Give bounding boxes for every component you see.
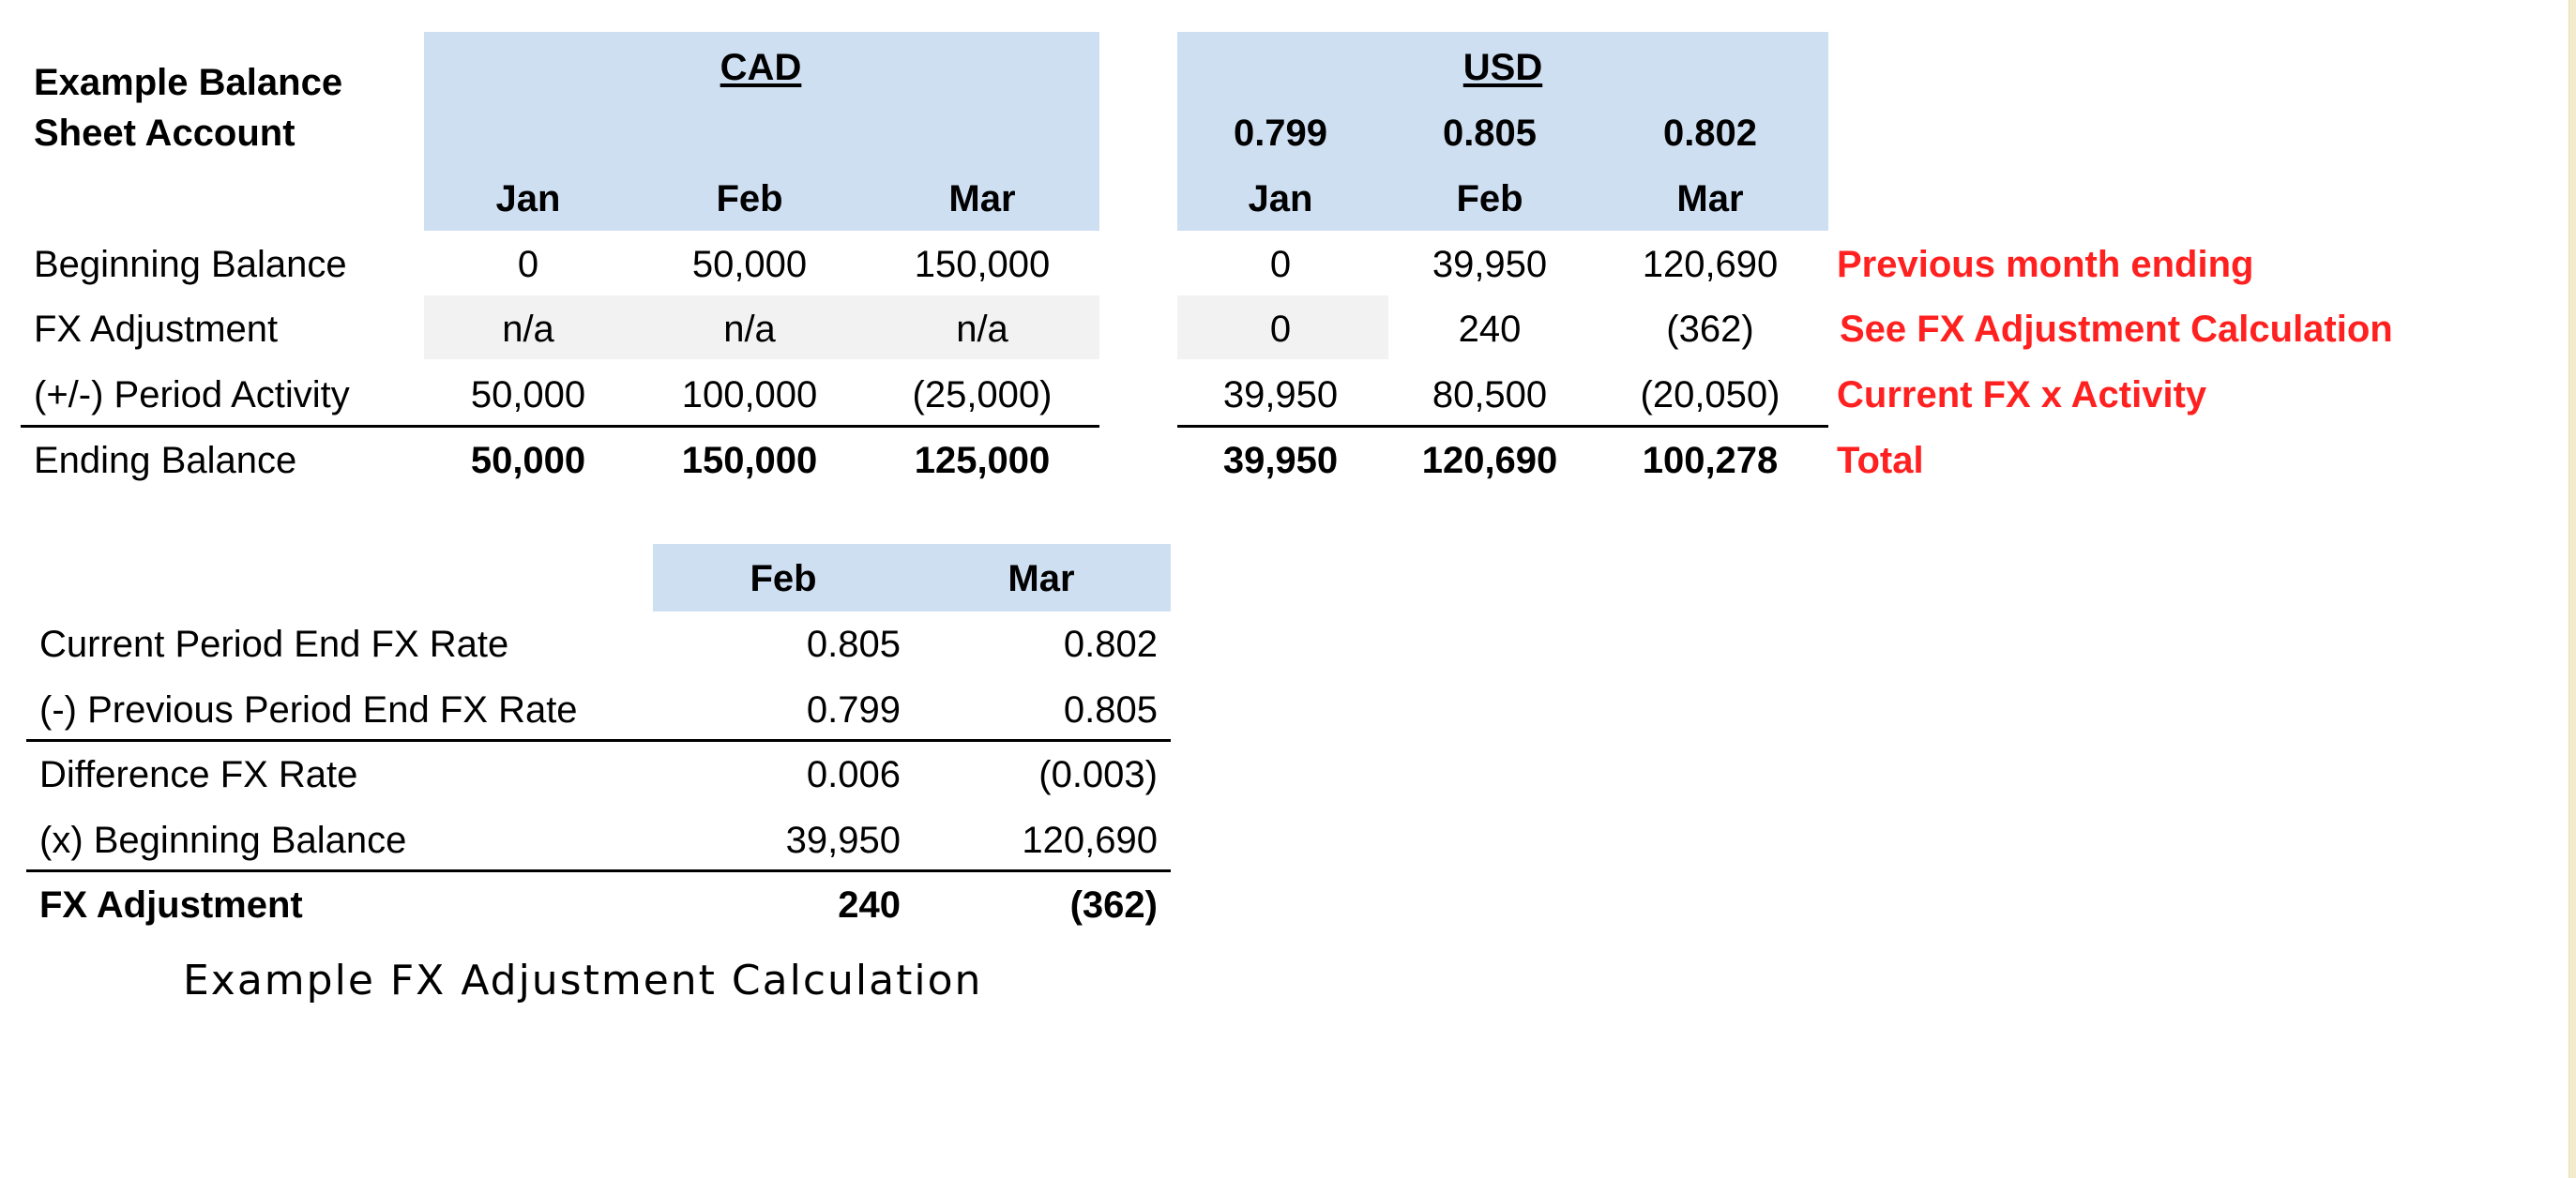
cad-month-jan: Jan (495, 178, 561, 219)
usd-rate-mar: 0.802 (1662, 113, 1758, 154)
row-label-period-activity: (+/-) Period Activity (34, 374, 350, 415)
usd-month-jan: Jan (1248, 178, 1313, 219)
fx-calc-fx-adjustment-mar: (362) (1069, 884, 1158, 926)
fx-calc-previous-rate-mar: 0.805 (1063, 689, 1158, 731)
note-current-fx-x-activity: Current FX x Activity (1837, 374, 2207, 415)
fx-calc-header-background (653, 544, 1171, 612)
cad-beginning-jan: 0 (517, 244, 539, 285)
usd-fx-jan: 0 (1269, 309, 1292, 350)
usd-ending-jan: 39,950 (1222, 440, 1339, 481)
usd-activity-jan: 39,950 (1222, 374, 1339, 415)
cad-fx-feb: n/a (723, 309, 776, 350)
fx-calc-previous-rate-feb: 0.799 (806, 689, 901, 731)
usd-header-background (1177, 32, 1828, 231)
usd-ending-mar: 100,278 (1642, 440, 1779, 481)
cad-month-feb: Feb (716, 178, 783, 219)
note-previous-month-ending: Previous month ending (1837, 244, 2254, 285)
row-label-beginning-balance: Beginning Balance (34, 244, 347, 285)
fx-calc-current-rate-feb: 0.805 (806, 624, 901, 665)
fx-calc-difference-feb: 0.006 (806, 754, 901, 795)
row-label-ending-balance: Ending Balance (34, 440, 297, 481)
usd-fx-mar: (362) (1666, 309, 1754, 350)
fx-calc-month-feb: Feb (750, 558, 817, 599)
row-label-fx-adjustment: FX Adjustment (34, 309, 279, 350)
table-title-line1: Example Balance (34, 62, 343, 103)
cad-beginning-mar: 150,000 (914, 244, 1051, 285)
page-edge-strip (2568, 0, 2576, 1178)
fx-calc-total-separator (26, 869, 1171, 872)
cad-ending-jan: 50,000 (470, 440, 586, 481)
cad-header-background (424, 32, 1099, 231)
fx-calc-beginning-balance-mar: 120,690 (1022, 820, 1158, 861)
usd-total-separator (1177, 425, 1828, 428)
usd-currency-header: USD (1462, 47, 1543, 88)
cad-month-mar: Mar (948, 178, 1016, 219)
cad-fx-mar: n/a (956, 309, 1008, 350)
usd-beginning-mar: 120,690 (1642, 244, 1779, 285)
cad-ending-feb: 150,000 (681, 440, 818, 481)
cad-beginning-feb: 50,000 (691, 244, 808, 285)
fx-calc-beginning-balance-feb: 39,950 (785, 820, 901, 861)
fx-adjustment-usd-shading (1177, 295, 1388, 359)
cad-fx-jan: n/a (502, 309, 554, 350)
cad-activity-feb: 100,000 (681, 374, 818, 415)
cad-activity-jan: 50,000 (470, 374, 586, 415)
usd-month-mar: Mar (1676, 178, 1744, 219)
usd-rate-feb: 0.805 (1442, 113, 1538, 154)
usd-beginning-jan: 0 (1269, 244, 1292, 285)
fx-calc-label-current-rate: Current Period End FX Rate (39, 624, 509, 665)
figure-caption: Example FX Adjustment Calculation (183, 957, 983, 1004)
fx-calc-difference-mar: (0.003) (1038, 754, 1158, 795)
usd-ending-feb: 120,690 (1421, 440, 1558, 481)
usd-rate-jan: 0.799 (1233, 113, 1328, 154)
cad-currency-header: CAD (720, 47, 802, 88)
fx-calc-label-previous-rate: (-) Previous Period End FX Rate (39, 689, 578, 731)
note-total: Total (1837, 440, 1924, 481)
table-title-line2: Sheet Account (34, 113, 295, 154)
fx-calc-month-mar: Mar (1008, 558, 1075, 599)
usd-month-feb: Feb (1456, 178, 1523, 219)
usd-fx-feb: 240 (1458, 309, 1522, 350)
fx-calc-label-fx-adjustment: FX Adjustment (39, 884, 303, 926)
fx-calc-current-rate-mar: 0.802 (1063, 624, 1158, 665)
cad-total-separator (21, 425, 1099, 428)
fx-calc-label-difference: Difference FX Rate (39, 754, 358, 795)
fx-adjustment-cad-shading (424, 295, 1099, 359)
fx-calc-label-beginning-balance: (x) Beginning Balance (39, 820, 407, 861)
fx-calc-difference-separator (26, 739, 1171, 742)
cad-activity-mar: (25,000) (912, 374, 1053, 415)
usd-activity-mar: (20,050) (1640, 374, 1780, 415)
usd-activity-feb: 80,500 (1432, 374, 1548, 415)
usd-beginning-feb: 39,950 (1432, 244, 1548, 285)
note-see-fx-adjustment-calculation: See FX Adjustment Calculation (1840, 309, 2393, 350)
cad-ending-mar: 125,000 (914, 440, 1051, 481)
fx-calc-fx-adjustment-feb: 240 (838, 884, 901, 926)
